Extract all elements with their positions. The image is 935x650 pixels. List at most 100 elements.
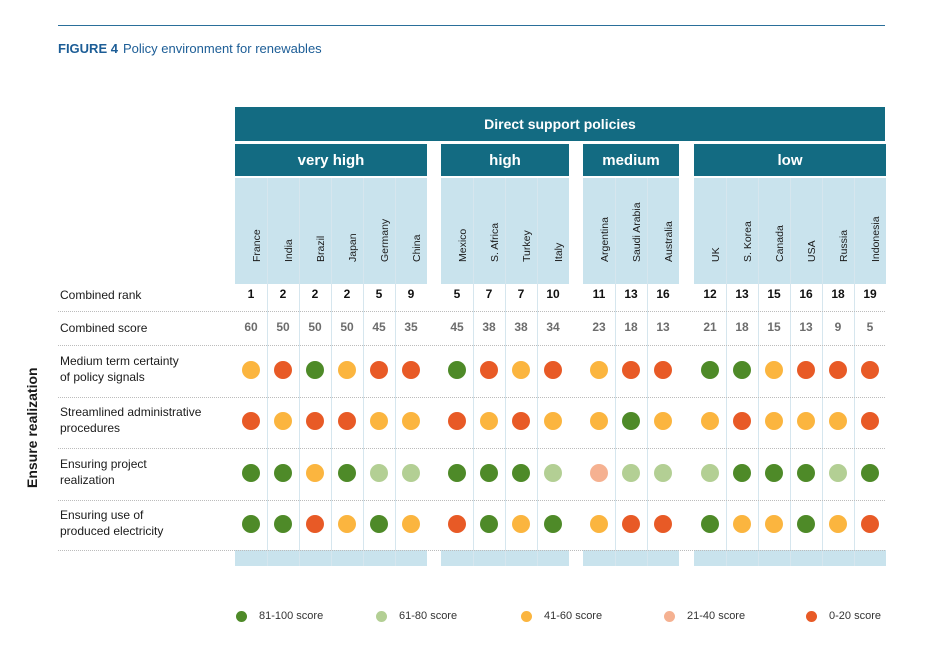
- group-header-high: high: [441, 144, 569, 176]
- score-dot-41-60: [765, 361, 783, 379]
- country-label-russia: Russia: [823, 178, 853, 280]
- score-dot-41-60: [797, 412, 815, 430]
- row-label-line: realization: [60, 473, 115, 487]
- score-dot-41-60: [274, 412, 292, 430]
- score-dot-0-20: [861, 412, 879, 430]
- country-label-japan: Japan: [332, 178, 362, 280]
- score-dot-0-20: [306, 515, 324, 533]
- row-label-ensuring-use-of-produced-electricity: Ensuring use of produced electricity: [60, 507, 163, 539]
- country-label-indonesia: Indonesia: [855, 178, 885, 280]
- country-name: India: [283, 239, 295, 262]
- score-dot-0-20: [338, 412, 356, 430]
- column-divider: [647, 178, 648, 566]
- score-dot-0-20: [480, 361, 498, 379]
- score-dot-41-60: [654, 412, 672, 430]
- column-divider: [726, 178, 727, 566]
- legend-label: 81-100 score: [259, 610, 324, 622]
- row-label-ensuring-project-realization: Ensuring project realization: [60, 456, 147, 488]
- score-dot-81-100: [274, 515, 292, 533]
- score-dot-0-20: [370, 361, 388, 379]
- country-label-s-africa: S. Africa: [474, 178, 504, 280]
- score-dot-81-100: [448, 361, 466, 379]
- score-value: 38: [514, 320, 528, 334]
- country-name: Canada: [774, 225, 786, 262]
- score-value: 15: [767, 320, 781, 334]
- ensure-realization-label: Ensure realization: [24, 367, 40, 488]
- score-value: 21: [703, 320, 717, 334]
- score-dot-61-80: [622, 464, 640, 482]
- country-name: Turkey: [521, 230, 533, 262]
- score-dot-41-60: [306, 464, 324, 482]
- score-value: 50: [276, 320, 290, 334]
- country-label-australia: Australia: [648, 178, 678, 280]
- score-dot-81-100: [544, 515, 562, 533]
- country-name: Saudi Arabia: [631, 202, 643, 262]
- score-value: 35: [404, 320, 418, 334]
- country-label-argentina: Argentina: [584, 178, 614, 280]
- score-dot-61-80: [370, 464, 388, 482]
- score-dot-81-100: [306, 361, 324, 379]
- column-divider: [267, 178, 268, 566]
- score-dot-81-100: [861, 464, 879, 482]
- score-dot-41-60: [829, 412, 847, 430]
- row-divider: [58, 397, 885, 398]
- score-dot-61-80: [829, 464, 847, 482]
- rank-value: 5: [375, 287, 383, 301]
- country-name: Russia: [838, 229, 850, 262]
- score-value: 45: [372, 320, 386, 334]
- country-label-mexico: Mexico: [442, 178, 472, 280]
- legend-dot: [376, 610, 387, 622]
- score-dot-41-60: [402, 412, 420, 430]
- score-dot-81-100: [274, 464, 292, 482]
- score-dot-0-20: [861, 361, 879, 379]
- score-value: 45: [450, 320, 464, 334]
- score-dot-41-60: [701, 412, 719, 430]
- score-dot-41-60: [242, 361, 260, 379]
- rank-value: 11: [592, 287, 606, 301]
- score-dot-81-100: [338, 464, 356, 482]
- score-dot-81-100: [733, 361, 751, 379]
- figure-number: FIGURE 4: [58, 41, 118, 56]
- country-name: France: [251, 229, 263, 262]
- score-dot-81-100: [512, 464, 530, 482]
- group-header-low: low: [694, 144, 886, 176]
- rank-value: 19: [863, 287, 877, 301]
- score-dot-0-20: [274, 361, 292, 379]
- row-divider: [58, 550, 885, 551]
- rank-value: 5: [453, 287, 461, 301]
- score-dot-41-60: [590, 361, 608, 379]
- row-label-streamlined-administrative-procedures: Streamlined administrative procedures: [60, 404, 201, 436]
- score-dot-41-60: [590, 515, 608, 533]
- score-dot-81-100: [370, 515, 388, 533]
- row-divider: [58, 311, 885, 312]
- score-dot-0-20: [512, 412, 530, 430]
- score-dot-81-100: [765, 464, 783, 482]
- rank-value: 7: [485, 287, 493, 301]
- row-label-medium-term-certainty-of-policy-signals: Medium term certainty of policy signals: [60, 353, 179, 385]
- score-dot-0-20: [861, 515, 879, 533]
- rank-value: 12: [703, 287, 717, 301]
- score-dot-41-60: [512, 515, 530, 533]
- country-name: UK: [710, 247, 722, 262]
- rank-value: 15: [767, 287, 781, 301]
- column-divider: [363, 178, 364, 566]
- column-divider: [790, 178, 791, 566]
- country-label-s-korea: S. Korea: [727, 178, 757, 280]
- score-value: 13: [656, 320, 670, 334]
- score-value: 50: [340, 320, 354, 334]
- score-dot-0-20: [448, 412, 466, 430]
- rank-value: 10: [546, 287, 560, 301]
- legend-item-41-60: 41-60 score: [521, 610, 602, 622]
- column-divider: [505, 178, 506, 566]
- score-dot-81-100: [797, 464, 815, 482]
- score-dot-0-20: [448, 515, 466, 533]
- country-name: USA: [806, 240, 818, 262]
- group-footer-bar: [583, 550, 679, 566]
- rank-value: 7: [517, 287, 525, 301]
- row-label-combined-rank: Combined rank: [60, 288, 142, 302]
- column-divider: [537, 178, 538, 566]
- country-label-canada: Canada: [759, 178, 789, 280]
- column-divider: [331, 178, 332, 566]
- rank-value: 1: [247, 287, 255, 301]
- country-label-turkey: Turkey: [506, 178, 536, 280]
